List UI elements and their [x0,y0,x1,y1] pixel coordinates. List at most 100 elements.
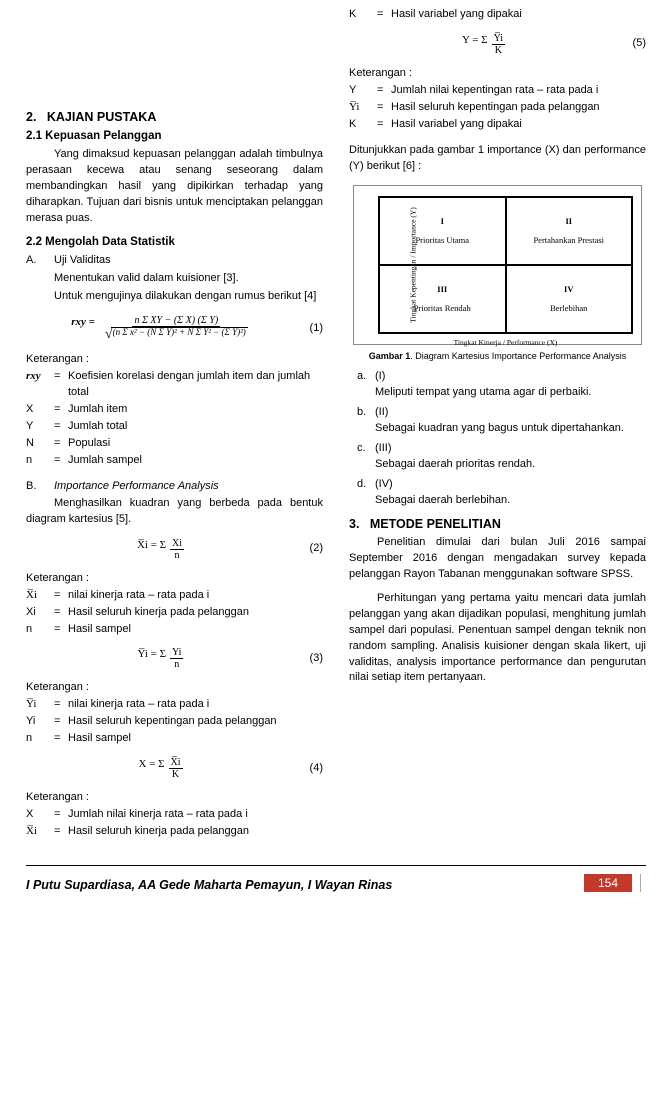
top-k-sym: K [349,7,373,23]
equation-1: rxy = n Σ XY − (Σ X) (Σ Y) (n Σ x² − (N … [26,315,323,342]
q2-roman: II [565,215,572,227]
ket4-val1: Jumlah nilai kinerja rata – rata pada i [68,807,323,823]
ket1-row5: n=Jumlah sampel [26,453,323,469]
q3-roman: III [437,283,447,295]
ket3-sym3: n [26,731,50,747]
ket1-sym5: n [26,453,50,469]
ket4-row1: X=Jumlah nilai kinerja rata – rata pada … [26,807,323,823]
eq3-num: Yi [170,647,183,659]
keterangan-3-head: Keterangan : [26,680,323,696]
ket1-sym2: X [26,402,50,418]
list-a: a.(I) [357,369,646,385]
item-b-title: Importance Performance Analysis [54,479,323,495]
ket2-row1: X̅i=nilai kinerja rata – rata pada i [26,588,323,604]
eq2-number: (2) [295,541,323,557]
eq5-number: (5) [618,36,646,52]
footer-authors: I Putu Supardiasa, AA Gede Maharta Pemay… [26,874,584,892]
ket5-val2: Hasil seluruh kepentingan pada pelanggan [391,100,646,116]
eq5-num: Y̅i [492,33,505,45]
footer: I Putu Supardiasa, AA Gede Maharta Pemay… [26,874,646,892]
eq1-number: (1) [295,321,323,337]
ket5-row3: K=Hasil variabel yang dipakai [349,117,646,133]
two-column-layout: 2. KAJIAN PUSTAKA 2.1 Kepuasan Pelanggan… [26,6,646,841]
ket1-row2: X=Jumlah item [26,402,323,418]
eq5-den: K [493,45,504,56]
list-b-desc: Sebagai kuadran yang bagus untuk diperta… [375,421,646,437]
figure-1-caption-rest: . Diagram Kartesius Importance Performan… [410,351,626,361]
list-c: c.(III) [357,441,646,457]
eq-sign: = [54,369,64,401]
eq4-den: K [170,769,181,780]
ket4-val2: Hasil seluruh kinerja pada pelanggan [68,824,323,840]
eq2-num: Xi [170,538,184,550]
para-3b: Perhitungan yang pertama yaitu mencari d… [349,591,646,687]
ket5-row2: Y̅i=Hasil seluruh kepentingan pada pelan… [349,100,646,116]
figure-1-caption-bold: Gambar 1 [369,351,411,361]
item-a-line1: Menentukan valid dalam kuisioner [3]. [54,271,323,287]
eq4-number: (4) [295,761,323,777]
ket1-val5: Jumlah sampel [68,453,323,469]
q4-label: Berlebihan [550,302,587,314]
left-column: 2. KAJIAN PUSTAKA 2.1 Kepuasan Pelanggan… [26,6,323,841]
ket1-row4: N=Populasi [26,436,323,452]
ket5-sym2: Y̅i [349,100,373,116]
page: 2. KAJIAN PUSTAKA 2.1 Kepuasan Pelanggan… [0,0,672,1103]
eq4-num: X̅i [169,757,183,769]
axis-y-label: Tingkat Kepentingan / Importance (Y) [408,207,419,323]
ket3-val3: Hasil sampel [68,731,323,747]
list-b-title: (II) [375,405,646,421]
keterangan-1-head: Keterangan : [26,352,323,368]
para-2-1: Yang dimaksud kepuasan pelanggan adalah … [26,147,323,227]
ket2-sym1: X̅i [26,588,50,604]
figure-1-caption: Gambar 1. Diagram Kartesius Importance P… [349,351,646,362]
list-c-lbl: c. [357,441,375,457]
equation-2: X̅i = Σ Xi n (2) [26,538,323,561]
ket3-sym1: Y̅i [26,697,50,713]
sec3-title: METODE PENELITIAN [370,517,501,531]
quadrant-3: III Prioritas Rendah [379,265,506,333]
ket2-val2: Hasil seluruh kinerja pada pelanggan [68,605,323,621]
ket1-val4: Populasi [68,436,323,452]
page-number-box: 154 [584,874,632,892]
eq5-lhs: Y = Σ [462,33,488,56]
list-a-desc: Meliputi tempat yang utama agar di perba… [375,385,646,401]
item-b-line: Menghasilkan kuadran yang berbeda pada b… [26,496,323,528]
subsection-2-1: 2.1 Kepuasan Pelanggan [26,128,323,145]
section-3-heading: 3. METODE PENELITIAN [349,515,646,533]
ket4-sym2: X̅i [26,824,50,840]
keterangan-2-head: Keterangan : [26,571,323,587]
item-b-label: B. [26,479,50,495]
ket5-val1: Jumlah nilai kepentingan rata – rata pad… [391,83,646,99]
ket3-row2: Yi=Hasil seluruh kepentingan pada pelang… [26,714,323,730]
ket2-val1: nilai kinerja rata – rata pada i [68,588,323,604]
page-number: 154 [598,876,618,890]
ket1-row3: Y=Jumlah total [26,419,323,435]
ket3-val1: nilai kinerja rata – rata pada i [68,697,323,713]
q1-roman: I [441,215,444,227]
sec2-number: 2. [26,110,36,124]
ket3-row3: n=Hasil sampel [26,731,323,747]
eq1-fraction: n Σ XY − (Σ X) (Σ Y) (n Σ x² − (N Σ Y)² … [103,315,250,342]
list-a-lbl: a. [357,369,375,385]
eq4-fraction: X̅i K [169,757,183,780]
ket5-val3: Hasil variabel yang dipakai [391,117,646,133]
eq1-denominator: (n Σ x² − (N Σ Y)² + N Σ Y² − (Σ Y)²) [103,327,250,342]
list-c-desc: Sebagai daerah prioritas rendah. [375,457,646,473]
footer-divider [26,865,646,866]
eq2-lhs: X̅i = Σ [137,538,166,561]
eq4-lhs: X = Σ [138,757,164,780]
equation-5: Y = Σ Y̅i K (5) [349,33,646,56]
ket1-val3: Jumlah total [68,419,323,435]
quadrant-4: IV Berlebihan [506,265,633,333]
quadrant-1: I Prioritas Utama [379,197,506,265]
ket1-val1: Koefisien korelasi dengan jumlah item da… [68,369,323,401]
ket5-sym3: K [349,117,373,133]
top-k-val: Hasil variabel yang dipakai [391,7,646,23]
item-a: A. Uji Validitas [26,253,323,269]
ket1-sym1: rxy [26,369,50,401]
eq3-number: (3) [295,651,323,667]
ket2-row2: Xi=Hasil seluruh kinerja pada pelanggan [26,605,323,621]
ket2-val3: Hasil sampel [68,622,323,638]
footer-right-bar [640,874,646,892]
list-a-title: (I) [375,369,646,385]
